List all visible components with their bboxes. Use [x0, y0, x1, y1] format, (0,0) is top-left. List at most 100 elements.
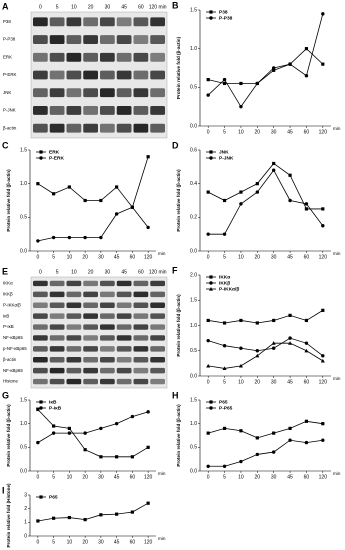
legend-marker: [209, 406, 213, 410]
marker: [222, 366, 227, 371]
row-label: Histone: [3, 379, 18, 384]
band: [49, 35, 65, 44]
band: [150, 123, 165, 133]
band: [83, 324, 98, 330]
x-axis-label: min: [333, 251, 341, 256]
panel-label: H: [172, 390, 179, 400]
y-tick-label: 0.0: [20, 468, 27, 474]
marker: [67, 431, 72, 435]
legend-marker: [209, 281, 213, 285]
panel-label: E: [2, 266, 8, 276]
lane-label: 10: [71, 4, 77, 10]
lane-label: 120 min: [149, 269, 167, 275]
y-tick-label: 2.0: [190, 272, 197, 278]
band: [116, 313, 132, 319]
band: [33, 313, 48, 319]
band: [116, 52, 132, 62]
band: [33, 378, 48, 385]
band: [66, 280, 82, 287]
band: [83, 357, 98, 363]
y-axis-label: Protein relative fold (β-actin): [6, 404, 11, 467]
marker: [321, 62, 325, 66]
series-line: [37, 411, 149, 443]
marker: [222, 77, 227, 82]
band: [133, 335, 149, 341]
x-tick-label: 20: [82, 474, 88, 480]
x-tick-label: 0: [36, 474, 39, 480]
x-tick-label: 5: [223, 129, 226, 135]
x-tick-label: 20: [82, 539, 88, 545]
band: [49, 346, 65, 352]
band: [33, 35, 48, 44]
x-tick-label: 20: [255, 379, 261, 385]
row-label: P-ERK: [3, 72, 16, 77]
y-tick-label: 1.5: [190, 7, 197, 13]
band: [66, 367, 82, 374]
row-label: ERK: [3, 54, 12, 59]
band: [83, 35, 98, 44]
lane-label: 0: [39, 4, 42, 10]
legend-label: IKKβ: [219, 280, 230, 286]
marker: [130, 414, 135, 419]
series-line: [208, 342, 324, 369]
band: [100, 70, 115, 80]
legend-marker: [209, 275, 213, 279]
band: [33, 52, 48, 62]
x-tick-label: 30: [98, 254, 104, 260]
marker: [52, 424, 56, 428]
marker: [272, 318, 276, 323]
band: [83, 335, 98, 341]
band: [100, 367, 115, 374]
legend-marker: [39, 406, 43, 410]
x-tick-label: 20: [82, 254, 88, 260]
y-tick-label: 0.0: [20, 248, 27, 254]
legend-marker: [39, 400, 43, 404]
band: [83, 52, 98, 62]
marker: [271, 346, 276, 350]
marker: [83, 235, 87, 240]
band: [150, 280, 165, 287]
marker: [255, 436, 259, 440]
marker: [239, 318, 243, 323]
band: [33, 346, 48, 352]
y-tick-label: 0.0: [190, 123, 197, 129]
band: [150, 70, 165, 80]
band: [33, 302, 48, 308]
marker: [206, 338, 210, 343]
x-tick-label: 60: [304, 474, 310, 480]
marker: [304, 341, 309, 345]
x-axis-label: min: [158, 471, 166, 476]
marker: [146, 501, 150, 505]
series-line: [208, 169, 324, 235]
band: [33, 106, 48, 115]
x-tick-label: 5: [223, 474, 226, 480]
x-tick-label: 120: [319, 254, 328, 260]
band: [116, 35, 132, 44]
series-line: [208, 420, 323, 439]
y-tick-label: 0.5: [190, 348, 197, 354]
band: [83, 291, 98, 298]
band: [116, 378, 132, 385]
band: [66, 52, 82, 62]
y-tick-label: 0.5: [190, 85, 197, 91]
marker: [146, 445, 150, 449]
band: [49, 302, 65, 308]
x-tick-label: 45: [114, 539, 120, 545]
band: [49, 70, 65, 80]
marker: [304, 318, 309, 323]
y-tick-label: 1.5: [190, 298, 197, 304]
marker: [222, 81, 227, 86]
marker: [130, 455, 134, 459]
legend-label: P38: [219, 9, 228, 15]
band: [83, 302, 98, 308]
band: [66, 302, 82, 308]
series-line: [37, 409, 149, 458]
row-label: IκB: [3, 313, 9, 318]
marker: [304, 202, 309, 206]
marker: [52, 192, 56, 196]
legend-marker: [209, 16, 213, 20]
x-tick-label: 20: [255, 474, 261, 480]
panel-label: C: [2, 140, 9, 150]
band: [66, 378, 82, 385]
marker: [115, 185, 119, 189]
